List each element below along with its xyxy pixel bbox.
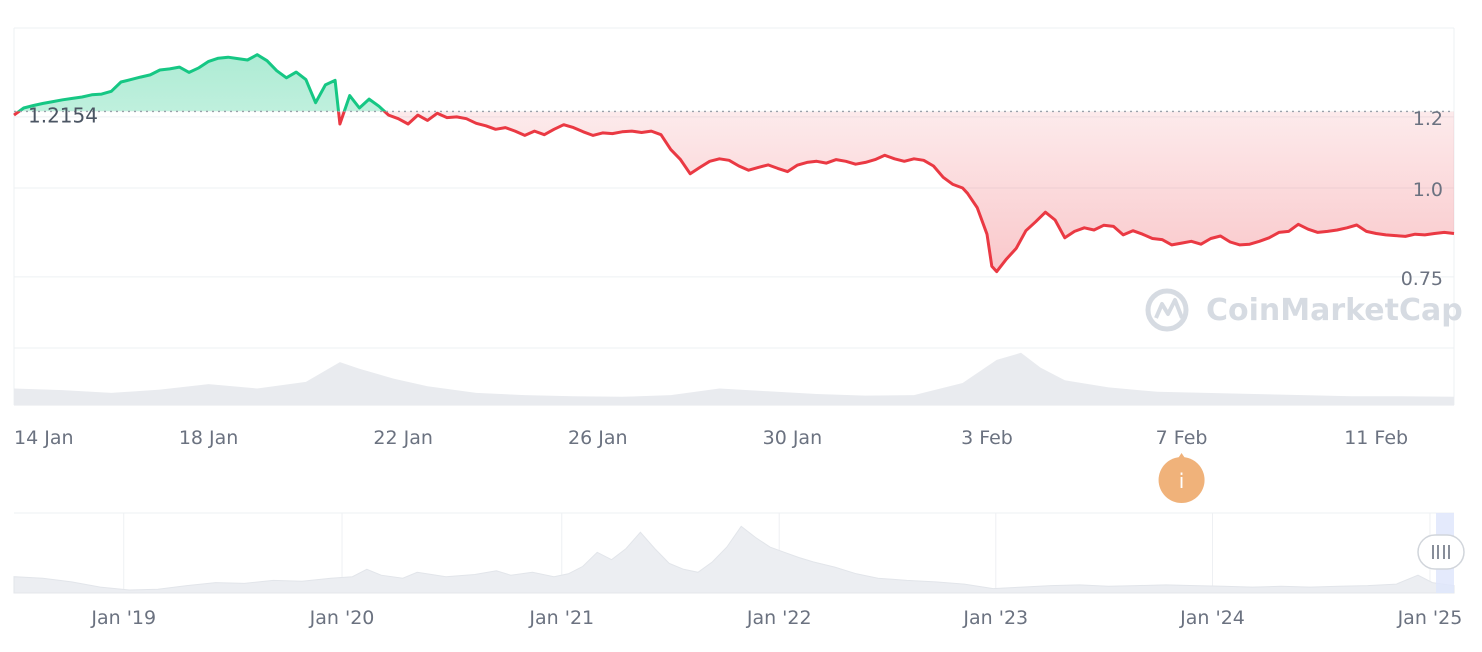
y-tick-label: 0.75	[1401, 268, 1443, 290]
watermark-text: CoinMarketCap	[1206, 293, 1463, 328]
overview-range-handle[interactable]	[1417, 534, 1465, 570]
event-marker[interactable]: i	[1158, 453, 1205, 503]
watermark: CoinMarketCap	[1145, 288, 1463, 332]
overview-tick-label: Jan '25	[1397, 607, 1463, 629]
overview-tick-label: Jan '21	[528, 607, 594, 629]
area-fill-above-baseline	[14, 54, 1454, 112]
x-axis: 14 Jan 18 Jan 22 Jan 26 Jan 30 Jan 3 Feb 7 Feb…	[14, 427, 1408, 449]
x-tick-label: 3 Feb	[961, 427, 1013, 449]
overview-tick-label: Jan '24	[1179, 607, 1245, 629]
overview-tick-label: Jan '23	[962, 607, 1028, 629]
event-marker-icon	[1158, 457, 1205, 503]
x-tick-label: 22 Jan	[373, 427, 433, 449]
price-line-down	[13, 111, 1455, 274]
event-marker-label: i	[1179, 469, 1185, 493]
x-tick-label: 14 Jan	[14, 427, 74, 449]
x-tick-label: 30 Jan	[763, 427, 823, 449]
overview-tick-label: Jan '20	[309, 607, 375, 629]
range-navigator[interactable]: Jan '19 Jan '20 Jan '21 Jan '22 Jan '23 Jan '…	[13, 512, 1465, 629]
area-fill-below-baseline	[14, 111, 1454, 272]
x-tick-label: 11 Feb	[1344, 427, 1408, 449]
baseline: 1.2154	[14, 103, 1454, 127]
volume-area	[14, 352, 1454, 405]
volume-fill	[14, 352, 1454, 405]
overview-area	[13, 525, 1455, 594]
y-tick-label: 1.2	[1413, 108, 1443, 130]
handle-body	[1417, 534, 1465, 570]
coinmarketcap-logo-icon	[1145, 288, 1189, 332]
y-tick-label: 1.0	[1413, 179, 1443, 201]
baseline-label: 1.2154	[28, 103, 98, 127]
price-line-up	[16, 53, 387, 112]
x-tick-label: 7 Feb	[1156, 427, 1208, 449]
x-tick-label: 26 Jan	[568, 427, 628, 449]
overview-tick-label: Jan '22	[746, 607, 812, 629]
overview-tick-label: Jan '19	[90, 607, 156, 629]
y-axis: 1.2 1.0 0.75	[1401, 108, 1443, 290]
x-tick-label: 18 Jan	[179, 427, 239, 449]
